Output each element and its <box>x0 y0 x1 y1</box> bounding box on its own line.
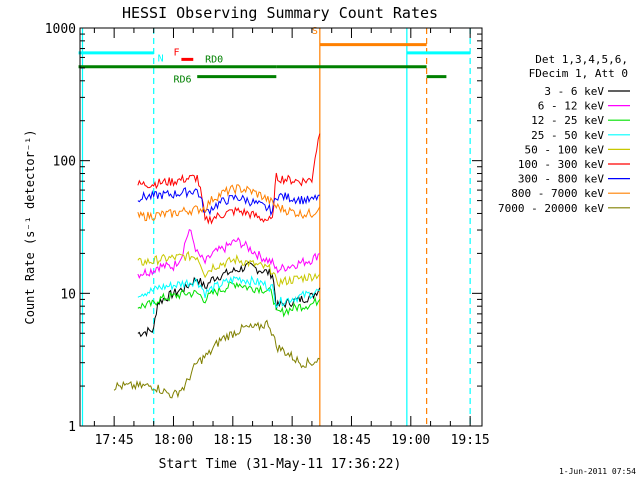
x-tick-label: 18:30 <box>273 433 312 448</box>
series-line-8 <box>113 319 320 399</box>
x-tick-label: 18:45 <box>332 433 371 448</box>
legend-label: 12 - 25 keV <box>531 114 604 127</box>
legend-label: 100 - 300 keV <box>518 158 604 171</box>
y-tick-label: 10 <box>60 287 76 302</box>
timestamp: 1-Jun-2011 07:54 <box>559 467 636 476</box>
x-tick-label: 18:00 <box>154 433 193 448</box>
y-tick-label: 1000 <box>45 22 76 37</box>
x-tick-label: 17:45 <box>95 433 134 448</box>
series-line-4 <box>137 250 321 288</box>
y-tick-label: 100 <box>53 155 76 170</box>
x-tick-label: 18:15 <box>213 433 252 448</box>
plot-frame <box>79 27 483 427</box>
chart-title: HESSI Observing Summary Count Rates <box>122 4 438 22</box>
legend-label: 7000 - 20000 keV <box>498 202 604 215</box>
series-line-5 <box>137 133 321 225</box>
series-line-2 <box>137 280 321 318</box>
x-axis-label: Start Time (31-May-11 17:36:22) <box>159 457 402 472</box>
series-line-7 <box>137 184 321 222</box>
legend-label: 800 - 7000 keV <box>511 187 604 200</box>
series-line-6 <box>137 187 320 217</box>
legend-label: 50 - 100 keV <box>525 143 605 156</box>
legend-label: 3 - 6 keV <box>544 85 604 98</box>
legend-header-line-2: FDecim 1, Att 0 <box>529 67 628 80</box>
annotation-label-rd0: RD0 <box>205 54 223 65</box>
annotation-label-rd6: RD6 <box>173 74 191 85</box>
y-axis-label: Count Rate (s⁻¹ detector⁻¹) <box>23 129 37 324</box>
legend-label: 300 - 800 keV <box>518 173 604 186</box>
annotation-label-n: N <box>158 53 164 64</box>
annotation-label-s: S <box>312 26 318 37</box>
series-line-1 <box>137 229 321 279</box>
x-tick-label: 19:00 <box>391 433 430 448</box>
legend-label: 25 - 50 keV <box>531 129 604 142</box>
legend-label: 6 - 12 keV <box>538 100 605 113</box>
y-tick-label: 1 <box>68 420 76 435</box>
x-tick-label: 19:15 <box>451 433 490 448</box>
legend-header-line-1: Det 1,3,4,5,6, <box>535 53 628 66</box>
series-line-3 <box>137 275 320 309</box>
annotation-label-f: F <box>173 48 179 59</box>
